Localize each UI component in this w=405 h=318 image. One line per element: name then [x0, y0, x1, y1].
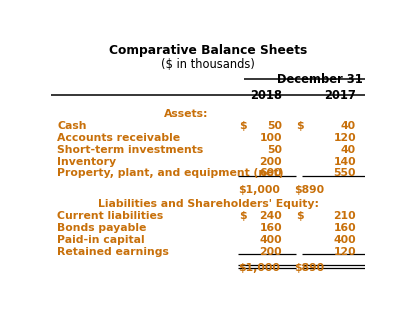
Text: 140: 140	[333, 156, 355, 167]
Text: 2017: 2017	[323, 89, 355, 102]
Text: Short-term investments: Short-term investments	[57, 144, 203, 155]
Text: 2018: 2018	[249, 89, 281, 102]
Text: Cash: Cash	[57, 121, 86, 131]
Text: Property, plant, and equipment (net): Property, plant, and equipment (net)	[57, 169, 283, 178]
Text: 40: 40	[340, 144, 355, 155]
Text: 550: 550	[333, 169, 355, 178]
Text: ($ in thousands): ($ in thousands)	[161, 58, 254, 71]
Text: Accounts receivable: Accounts receivable	[57, 133, 180, 142]
Text: Assets:: Assets:	[163, 108, 208, 119]
Text: 50: 50	[266, 121, 281, 131]
Text: $: $	[296, 211, 303, 221]
Text: 600: 600	[259, 169, 281, 178]
Text: $: $	[239, 211, 247, 221]
Text: Comparative Balance Sheets: Comparative Balance Sheets	[109, 44, 307, 57]
Text: 160: 160	[259, 223, 281, 233]
Text: 50: 50	[266, 144, 281, 155]
Text: Retained earnings: Retained earnings	[57, 247, 168, 257]
Text: 240: 240	[259, 211, 281, 221]
Text: 160: 160	[333, 223, 355, 233]
Text: 200: 200	[259, 247, 281, 257]
Text: 400: 400	[259, 235, 281, 245]
Text: 200: 200	[259, 156, 281, 167]
Text: Current liabilities: Current liabilities	[57, 211, 163, 221]
Text: Paid-in capital: Paid-in capital	[57, 235, 144, 245]
Text: Inventory: Inventory	[57, 156, 116, 167]
Text: 400: 400	[333, 235, 355, 245]
Text: 210: 210	[333, 211, 355, 221]
Text: $1,000: $1,000	[237, 263, 279, 273]
Text: 100: 100	[259, 133, 281, 142]
Text: $1,000: $1,000	[237, 185, 279, 195]
Text: 120: 120	[333, 247, 355, 257]
Text: Liabilities and Shareholders' Equity:: Liabilities and Shareholders' Equity:	[97, 199, 318, 209]
Text: Bonds payable: Bonds payable	[57, 223, 146, 233]
Text: $890: $890	[294, 185, 324, 195]
Text: $: $	[239, 121, 247, 131]
Text: 120: 120	[333, 133, 355, 142]
Text: December 31: December 31	[276, 73, 362, 86]
Text: $: $	[296, 121, 303, 131]
Text: 40: 40	[340, 121, 355, 131]
Text: $890: $890	[294, 263, 324, 273]
